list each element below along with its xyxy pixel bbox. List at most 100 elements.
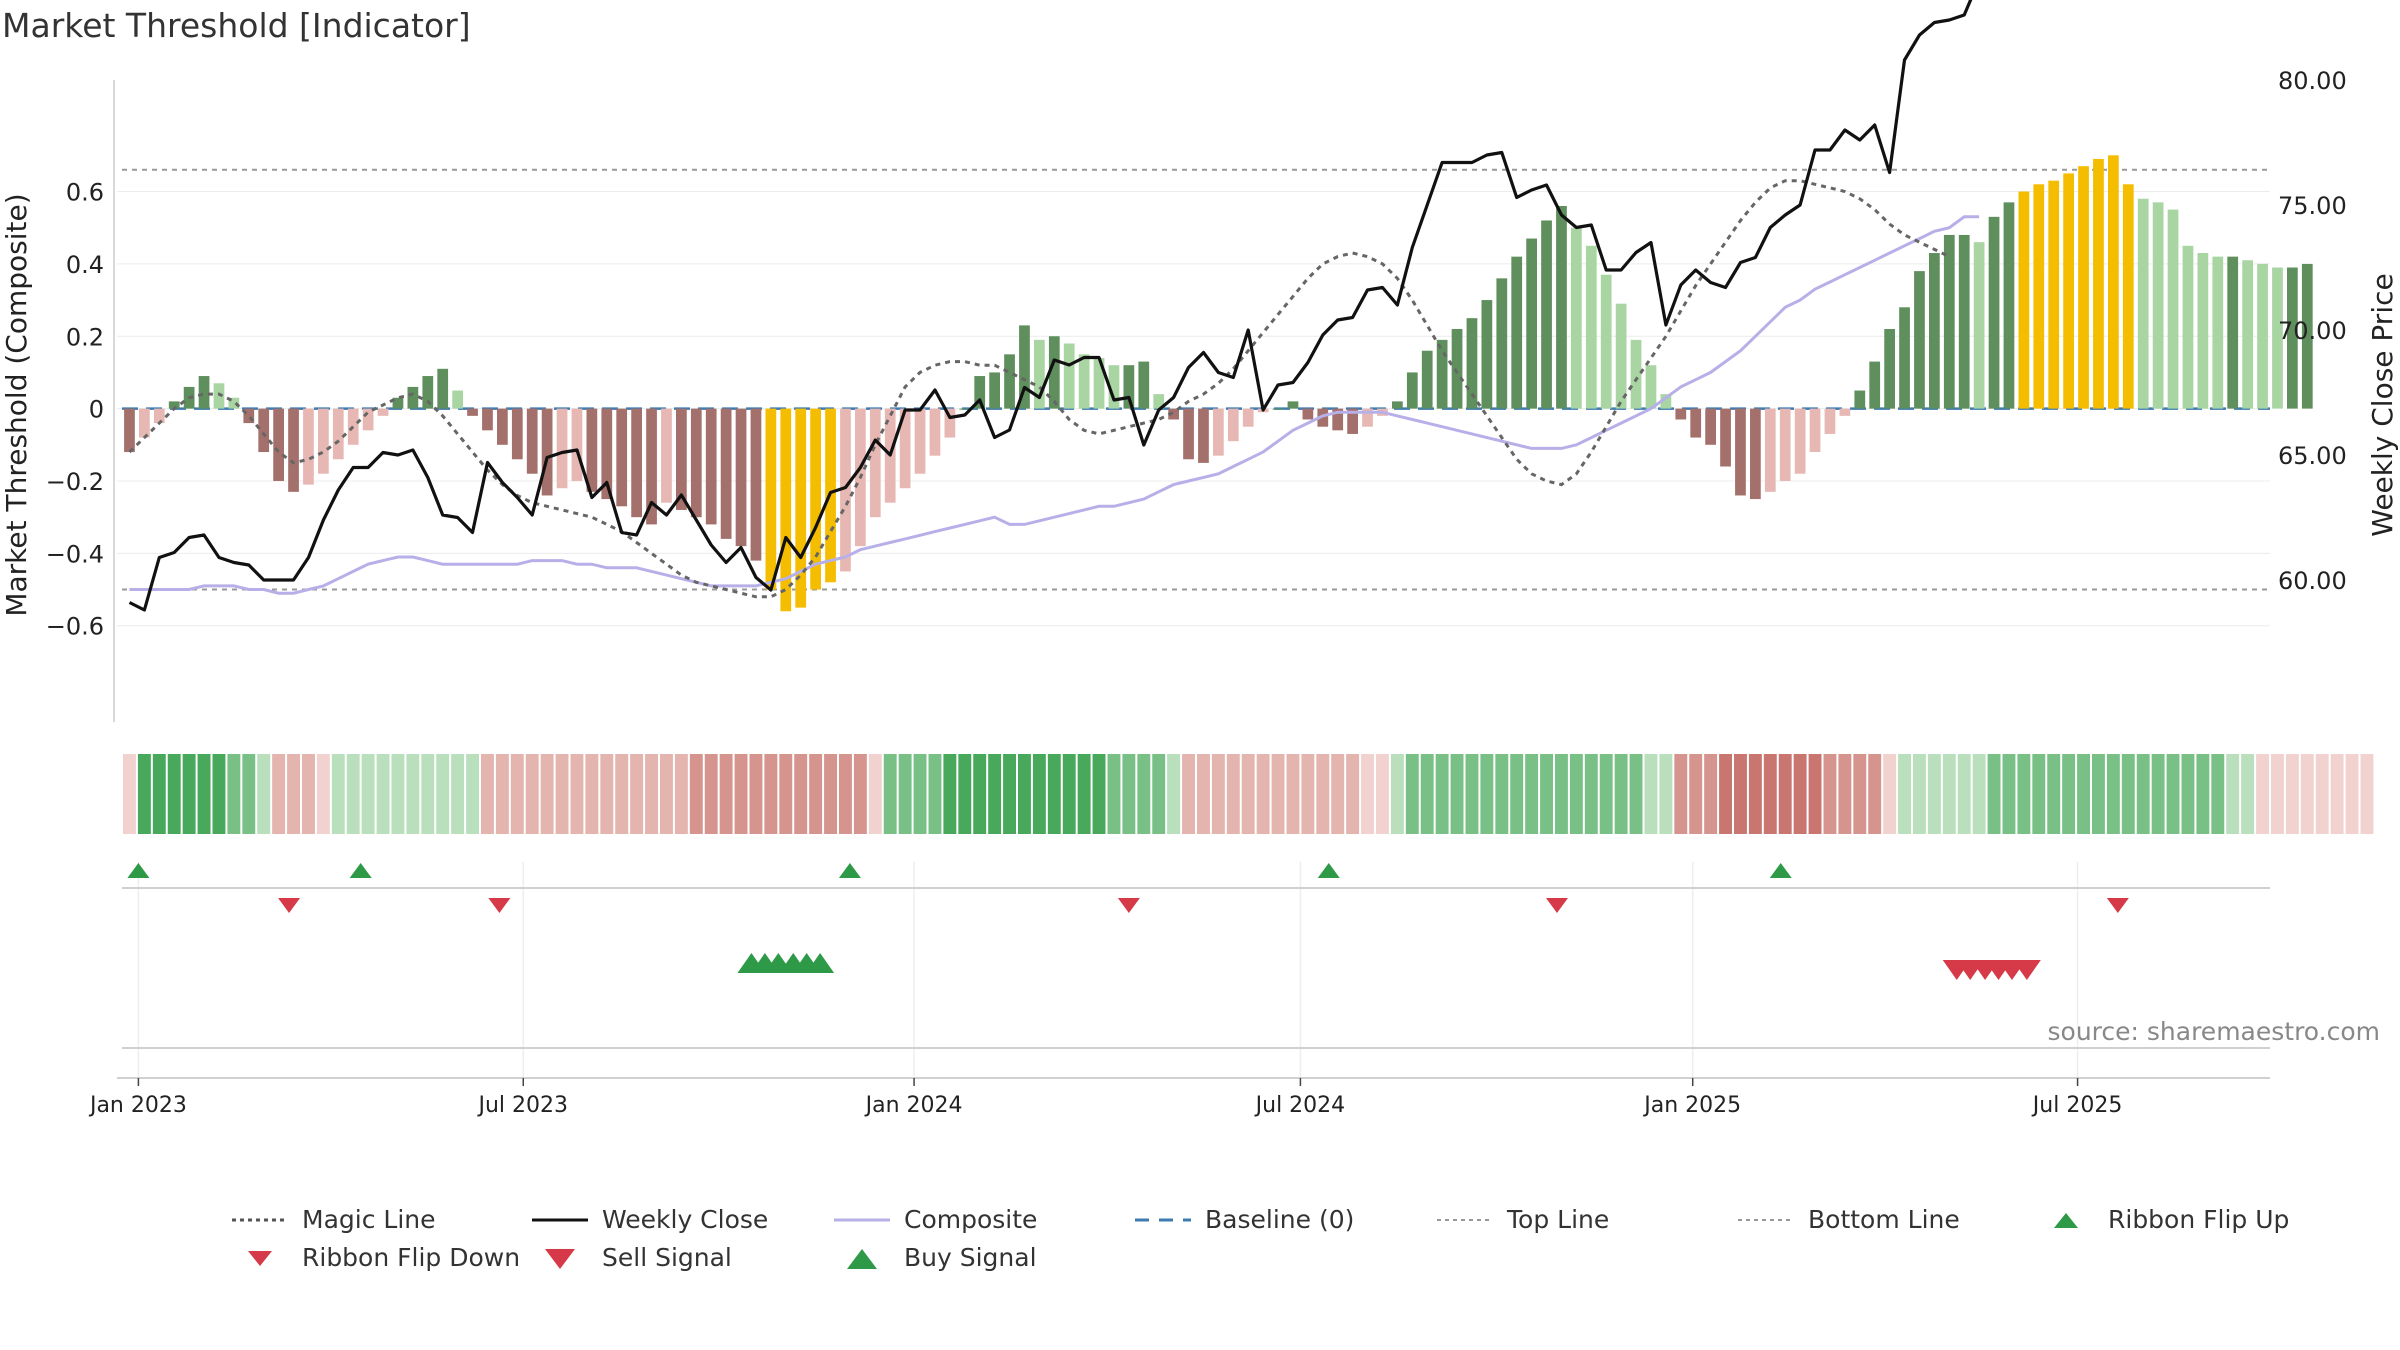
histogram-bar (750, 408, 762, 561)
ribbon-cell (853, 754, 867, 834)
ribbon-cell (2077, 754, 2090, 834)
ribbon-cell (839, 754, 852, 834)
ribbon-flip-down-marker (2106, 898, 2129, 913)
histogram-bar (392, 397, 404, 409)
histogram-bar (526, 408, 538, 474)
ribbon-cell (704, 754, 718, 834)
ribbon-cell (1987, 754, 2001, 834)
histogram-bar (1272, 408, 1284, 410)
histogram-bar (1809, 408, 1821, 453)
ribbon-cell (2151, 754, 2165, 834)
ribbon-cell (928, 754, 942, 834)
ribbon-cell (1584, 754, 1598, 834)
histogram-bar (1048, 336, 1060, 409)
ribbon-cell (2315, 754, 2329, 834)
ribbon-cell (2017, 754, 2031, 834)
ribbon-cell (1077, 754, 1091, 834)
histogram-bar (1794, 408, 1806, 474)
ribbon-cell (719, 754, 733, 834)
histogram-bar (1347, 408, 1358, 434)
legend-label: Bottom Line (1808, 1205, 1960, 1234)
right-axis-label: Weekly Close Price (2366, 273, 2399, 536)
legend-item: Composite (832, 1205, 1037, 1234)
histogram-bar (661, 408, 672, 503)
histogram-bar (1019, 325, 1030, 409)
ribbon-cell (2136, 754, 2150, 834)
histogram-bar (2108, 155, 2119, 409)
histogram-bar (631, 408, 642, 518)
histogram-bar (690, 408, 702, 518)
red-down-triangle-icon (248, 1250, 272, 1266)
legend-item: Buy Signal (832, 1243, 1037, 1272)
ribbon-cell (1032, 754, 1046, 834)
histogram-bar (1973, 242, 1985, 409)
histogram-bar (780, 408, 792, 612)
histogram-bar (2272, 267, 2283, 409)
big-red-down-triangle-icon (545, 1248, 575, 1269)
x-tick-label: Jul 2025 (2031, 1093, 2123, 1118)
histogram-bar (2242, 260, 2253, 409)
histogram-bar (2033, 184, 2045, 409)
histogram-bar (1585, 245, 1597, 409)
ribbon-cell (2300, 754, 2314, 834)
histogram-bar (1541, 220, 1552, 409)
ribbon-cell (152, 754, 166, 834)
ribbon-cell (585, 754, 599, 834)
histogram-bar (974, 376, 986, 409)
ribbon-cell (257, 754, 271, 834)
histogram-bar (1630, 339, 1642, 409)
histogram-bar (2137, 198, 2149, 409)
legend-item: Weekly Close (530, 1205, 768, 1234)
x-tick-label: Jul 2023 (476, 1093, 568, 1118)
ribbon-cell (1152, 754, 1166, 834)
histogram-bar (124, 408, 135, 453)
ribbon-cell (1435, 754, 1449, 834)
ribbon-cell (1405, 754, 1419, 834)
histogram-bar (1824, 408, 1836, 434)
ribbon-cell (1107, 754, 1121, 834)
ribbon-cell (1390, 754, 1404, 834)
ribbon-cell (1420, 754, 1434, 834)
histogram-bar (586, 408, 598, 492)
ribbon-cell (570, 754, 584, 834)
histogram-bar (1198, 408, 1209, 463)
ribbon-cell (1569, 754, 1583, 834)
ribbon-cell (361, 754, 375, 834)
histogram-bar (1600, 274, 1612, 409)
histogram-bar (959, 408, 971, 410)
ribbon-strip (123, 754, 2374, 834)
ribbon-cell (1734, 754, 1747, 834)
histogram-bar (2197, 253, 2209, 409)
histogram-bar (1138, 361, 1150, 409)
ribbon-cell (451, 754, 465, 834)
histogram-bar (1511, 256, 1523, 409)
ribbon-cell (2121, 754, 2135, 834)
ribbon-cell (466, 754, 479, 834)
ribbon-cell (2241, 754, 2255, 834)
histogram-bar (1153, 394, 1165, 409)
histogram-bar (228, 397, 240, 409)
histogram-bar (1615, 303, 1627, 409)
histogram-bar (1242, 408, 1254, 427)
histogram-bar (377, 408, 389, 416)
histogram-bar (646, 408, 657, 525)
histogram-bar (1496, 278, 1508, 409)
histogram-bar (2152, 202, 2164, 409)
ribbon-cell (2285, 754, 2299, 834)
histogram-bar (1287, 401, 1299, 409)
ribbon-cell (988, 754, 1002, 834)
histogram-bar (1332, 408, 1344, 431)
ribbon-flip-down-marker (278, 898, 301, 913)
ribbon-cell (824, 754, 837, 834)
ribbon-cell (2166, 754, 2180, 834)
histogram-bar (2227, 256, 2239, 409)
histogram-bar (2093, 158, 2104, 409)
ribbon-cell (1898, 754, 1911, 834)
histogram-bar (1078, 354, 1090, 409)
ribbon-cell (2032, 754, 2046, 834)
ribbon-cell (1853, 754, 1867, 834)
histogram-bar (1943, 234, 1955, 409)
histogram-bar (407, 386, 419, 409)
axes: 0.6 0.4 0.2 0 −0.2 −0.4 −0.6 Market Threshold (… (0, 67, 2399, 722)
legend-item: Sell Signal (530, 1243, 732, 1272)
